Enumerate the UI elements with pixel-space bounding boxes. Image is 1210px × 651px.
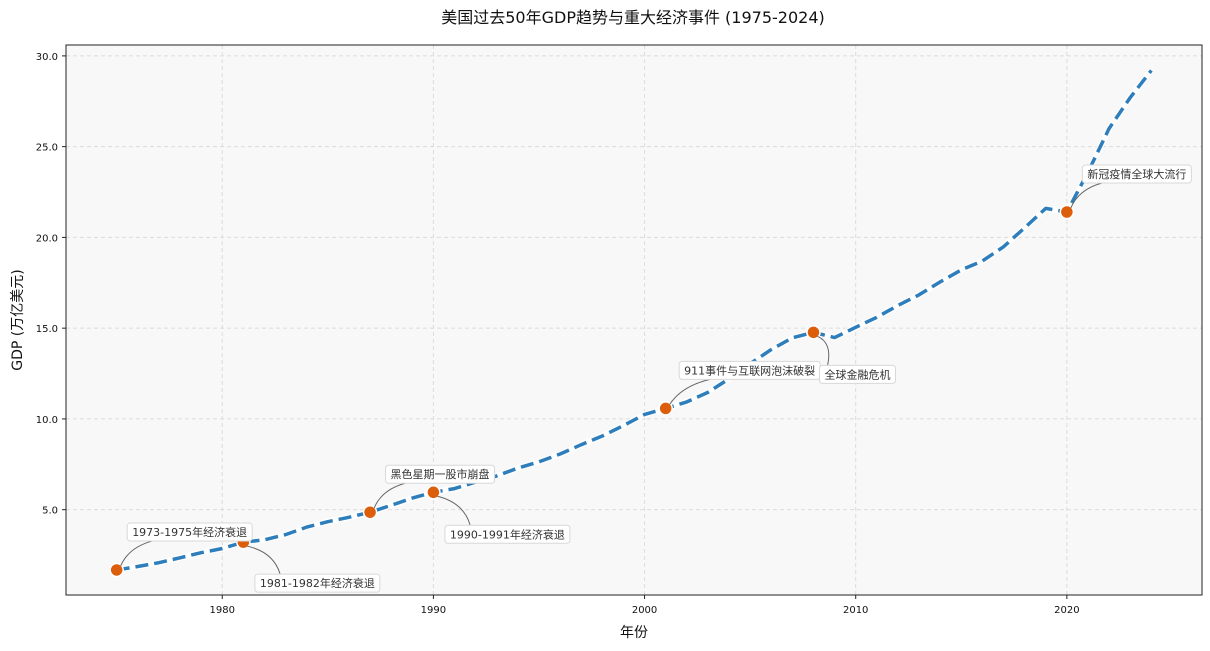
annotation-label: 1981-1982年经济衰退: [260, 576, 375, 590]
chart-title: 美国过去50年GDP趋势与重大经济事件 (1975-2024): [441, 8, 825, 27]
annotation-label: 911事件与互联网泡沫破裂: [684, 363, 815, 377]
annotation-label: 新冠疫情全球大流行: [1087, 167, 1186, 181]
annotation-label: 全球金融危机: [824, 367, 890, 381]
y-tick-label: 30.0: [36, 52, 58, 63]
x-axis-label: 年份: [620, 625, 648, 641]
y-tick-label: 5.0: [42, 506, 58, 517]
x-tick-label: 2020: [1054, 605, 1079, 616]
y-tick-label: 15.0: [36, 324, 58, 335]
y-tick-label: 25.0: [36, 143, 58, 154]
x-axis: 1980 1990 2000 2010 2020: [210, 595, 1080, 616]
x-tick-label: 2010: [843, 605, 868, 616]
annotation-label: 黑色星期一股市崩盘: [391, 467, 490, 481]
annotation-label: 1973-1975年经济衰退: [132, 525, 247, 539]
y-axis: 5.0 10.0 15.0 20.0 25.0 30.0: [36, 52, 66, 517]
y-tick-label: 20.0: [36, 233, 58, 244]
x-tick-label: 1990: [421, 605, 446, 616]
x-tick-label: 1980: [210, 605, 235, 616]
annotation-label: 1990-1991年经济衰退: [450, 527, 565, 541]
y-tick-label: 10.0: [36, 415, 58, 426]
x-tick-label: 2000: [632, 605, 657, 616]
y-axis-label: GDP (万亿美元): [10, 269, 26, 370]
plot-area: [66, 45, 1202, 595]
